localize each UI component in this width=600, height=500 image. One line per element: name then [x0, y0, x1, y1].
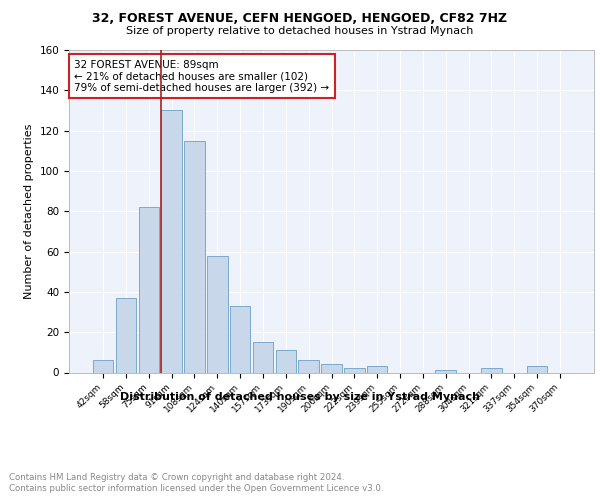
- Bar: [207, 256, 227, 372]
- Bar: [275, 350, 296, 372]
- Bar: [298, 360, 319, 372]
- Bar: [321, 364, 342, 372]
- Bar: [527, 366, 547, 372]
- Bar: [116, 298, 136, 372]
- Bar: [367, 366, 388, 372]
- Bar: [436, 370, 456, 372]
- Bar: [184, 140, 205, 372]
- Bar: [230, 306, 250, 372]
- Text: Distribution of detached houses by size in Ystrad Mynach: Distribution of detached houses by size …: [120, 392, 480, 402]
- Bar: [93, 360, 113, 372]
- Bar: [139, 207, 159, 372]
- Text: Contains public sector information licensed under the Open Government Licence v3: Contains public sector information licen…: [9, 484, 383, 493]
- Bar: [161, 110, 182, 372]
- Text: Contains HM Land Registry data © Crown copyright and database right 2024.: Contains HM Land Registry data © Crown c…: [9, 472, 344, 482]
- Bar: [481, 368, 502, 372]
- Text: 32, FOREST AVENUE, CEFN HENGOED, HENGOED, CF82 7HZ: 32, FOREST AVENUE, CEFN HENGOED, HENGOED…: [92, 12, 508, 26]
- Bar: [344, 368, 365, 372]
- Text: Size of property relative to detached houses in Ystrad Mynach: Size of property relative to detached ho…: [127, 26, 473, 36]
- Y-axis label: Number of detached properties: Number of detached properties: [24, 124, 34, 299]
- Bar: [253, 342, 273, 372]
- Text: 32 FOREST AVENUE: 89sqm
← 21% of detached houses are smaller (102)
79% of semi-d: 32 FOREST AVENUE: 89sqm ← 21% of detache…: [74, 60, 329, 93]
